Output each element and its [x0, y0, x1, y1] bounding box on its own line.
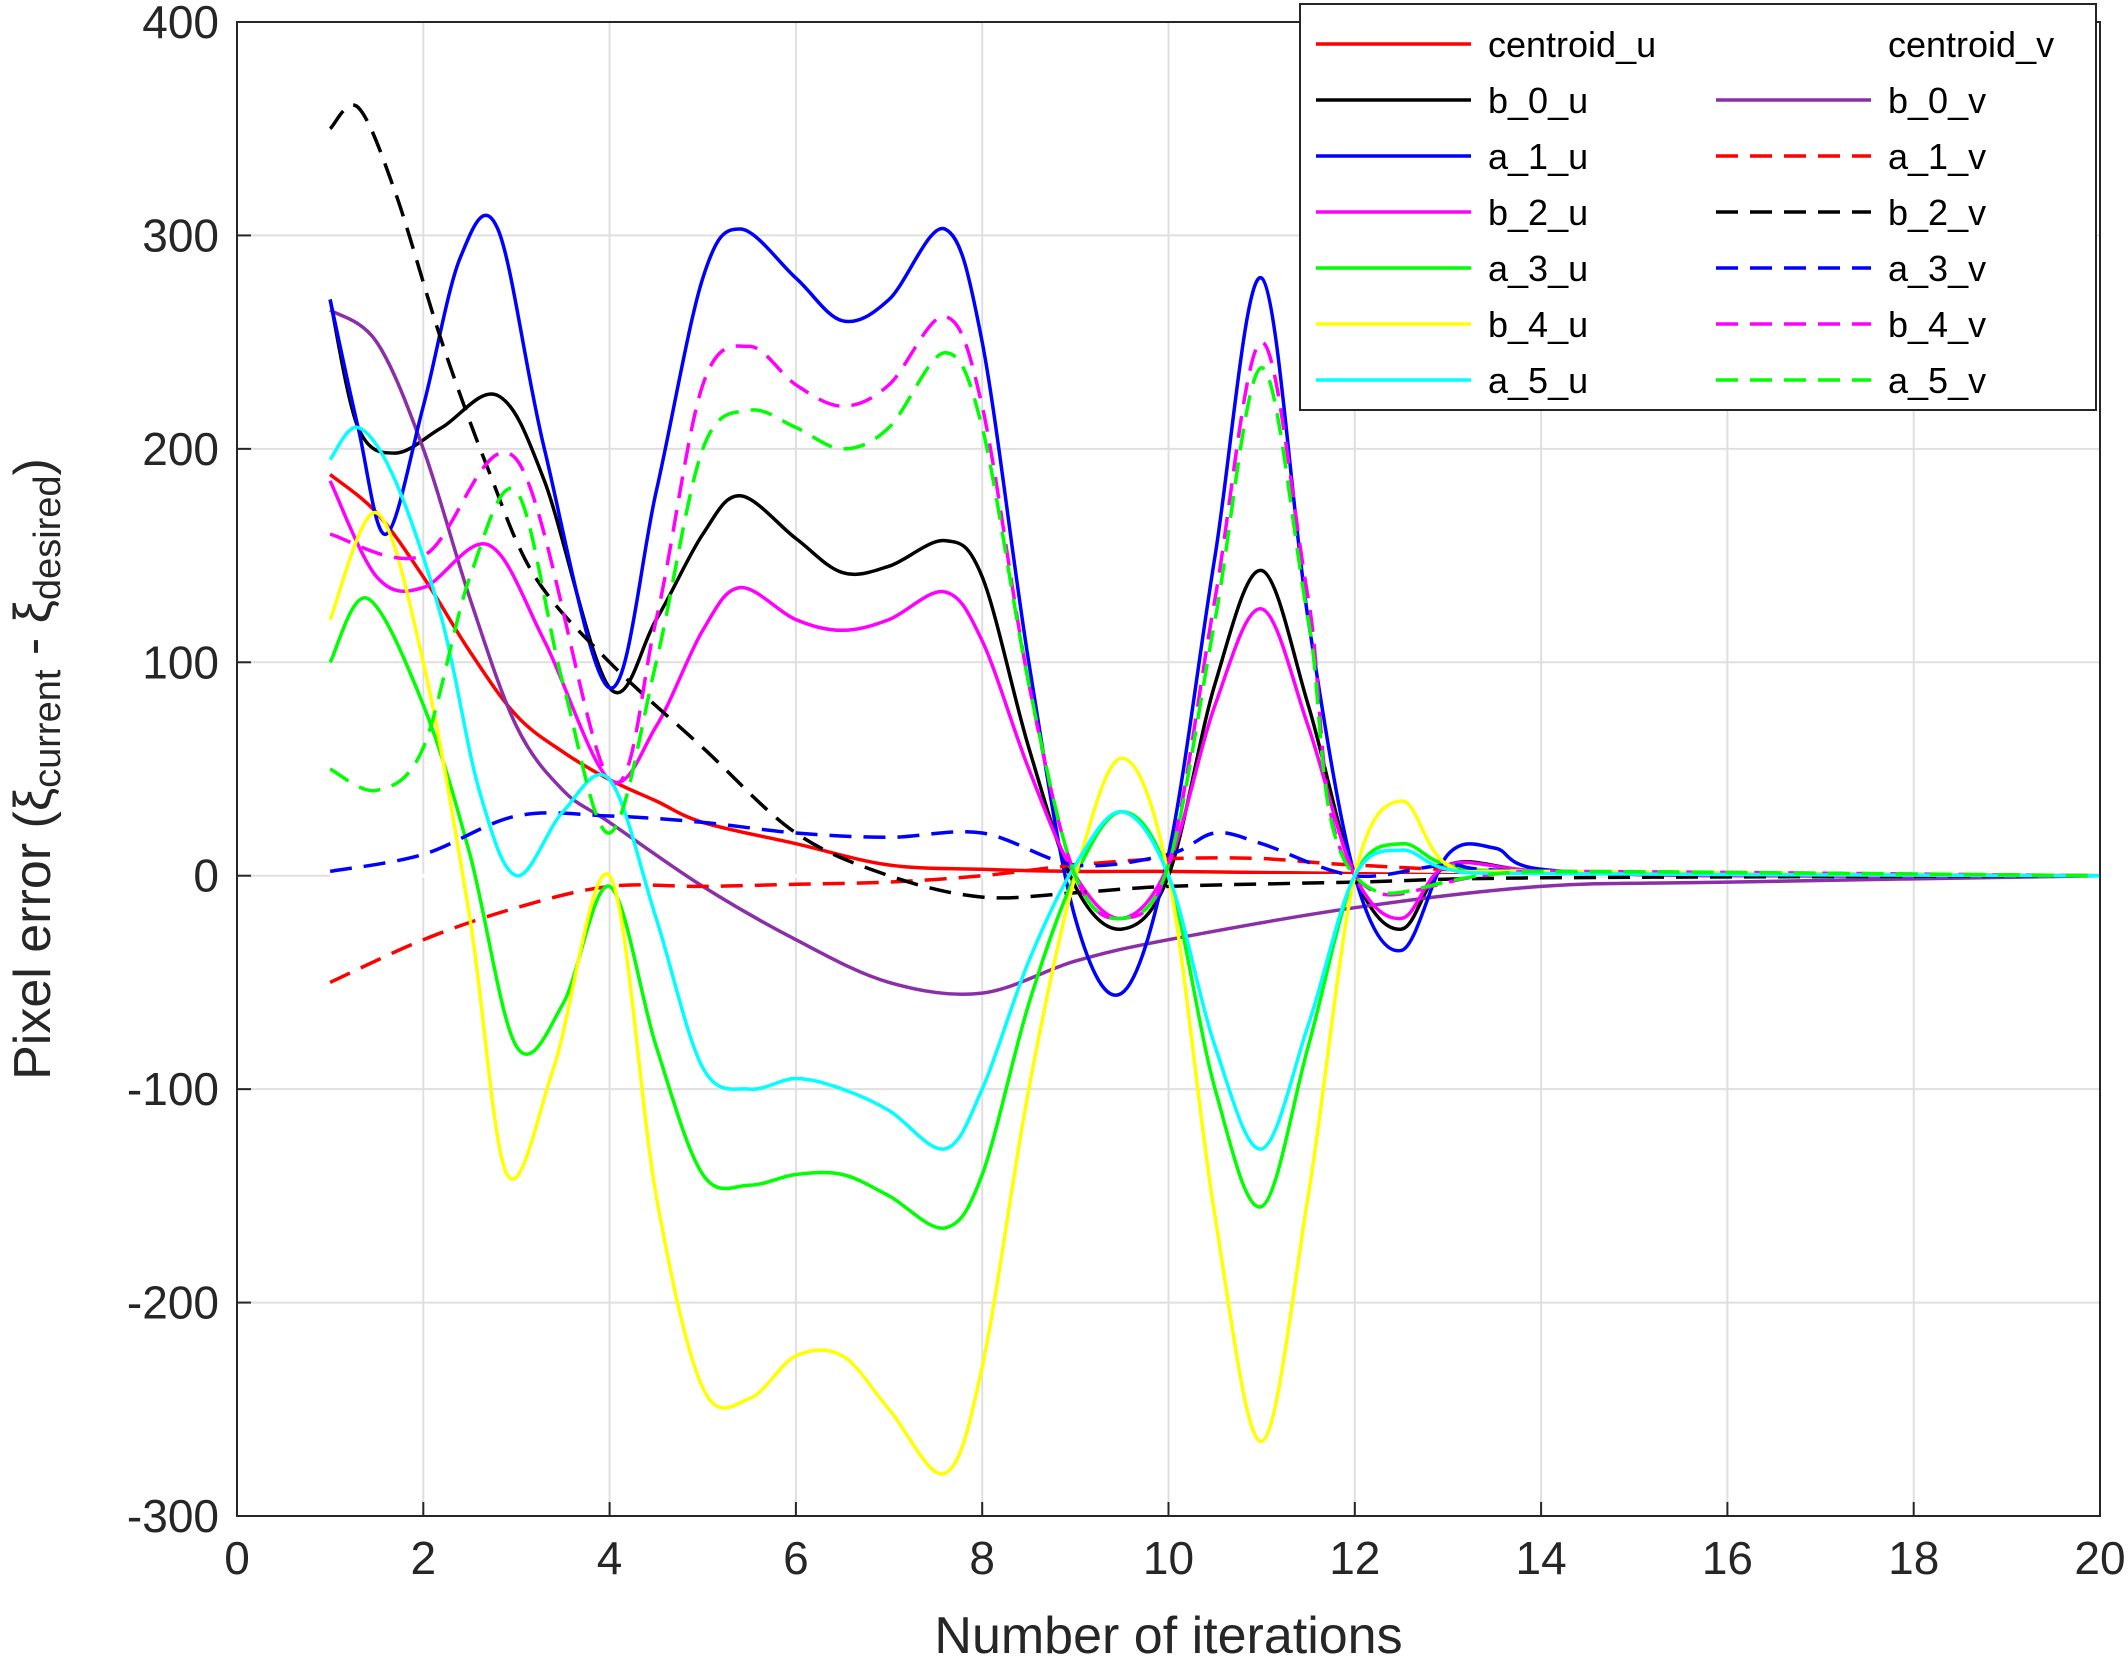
y-axis-label: Pixel error (ξcurrent - ξdesired)	[4, 458, 69, 1080]
y-axis-label-sub-current: current	[27, 669, 69, 788]
legend-label-centroid_u: centroid_u	[1488, 24, 1656, 65]
x-tick-label: 10	[1143, 1532, 1194, 1584]
y-axis-label-sub-desired: desired	[27, 475, 69, 600]
y-tick-label: 0	[193, 850, 219, 902]
y-tick-label: -200	[127, 1277, 219, 1329]
x-tick-label: 16	[1702, 1532, 1753, 1584]
y-axis-ticks: 400 300 200 100 0 -100 -200 -300	[127, 0, 251, 1542]
legend-label-a_1_v: a_1_v	[1888, 136, 1986, 177]
legend-label-b_4_u: b_4_u	[1488, 304, 1588, 345]
x-tick-label: 0	[224, 1532, 250, 1584]
legend-label-b_2_v: b_2_v	[1888, 192, 1986, 233]
series-line-a_5_v	[329, 351, 2101, 921]
legend-label-b_4_v: b_4_v	[1888, 304, 1986, 345]
x-tick-label: 14	[1516, 1532, 1567, 1584]
x-tick-label: 6	[783, 1532, 809, 1584]
x-tick-label: 18	[1888, 1532, 1939, 1584]
series-line-b_4_u	[328, 511, 2101, 1476]
legend-label-b_0_v: b_0_v	[1888, 80, 1986, 121]
y-tick-label: 200	[142, 423, 219, 475]
legend-label-a_3_v: a_3_v	[1888, 248, 1986, 289]
y-tick-label: 300	[142, 209, 219, 261]
legend-label-centroid_v: centroid_v	[1888, 24, 2054, 65]
y-axis-label-xi-desired: ξ	[4, 600, 62, 623]
x-tick-label: 4	[597, 1532, 623, 1584]
y-tick-label: -300	[127, 1490, 219, 1542]
x-tick-label: 12	[1329, 1532, 1380, 1584]
series-line-a_5_u	[328, 425, 2101, 1151]
x-tick-label: 20	[2074, 1532, 2125, 1584]
legend-label-a_3_u: a_3_u	[1488, 248, 1588, 289]
y-tick-label: -100	[127, 1063, 219, 1115]
legend: centroid_u centroid_v b_0_u b_0_v a_1_u a_1_v…	[1299, 3, 2097, 411]
series-line-a_1_u	[328, 213, 2101, 997]
x-tick-label: 8	[969, 1532, 995, 1584]
y-axis-label-suffix: )	[4, 458, 62, 475]
legend-label-a_5_u: a_5_u	[1488, 360, 1588, 401]
x-axis-label: Number of iterations	[934, 1607, 1402, 1665]
legend-label-a_1_u: a_1_u	[1488, 136, 1588, 177]
plot-area	[328, 103, 2101, 1476]
x-tick-label: 2	[411, 1532, 437, 1584]
legend-label-b_2_u: b_2_u	[1488, 192, 1588, 233]
series-line-a_1_v	[329, 856, 2101, 984]
series-line-b_0_v	[329, 308, 2101, 996]
y-tick-label: 400	[142, 0, 219, 48]
x-axis-ticks: 0 2 4 6 8 10 12 14 16 18 20	[224, 1502, 2126, 1584]
series-line-a_3_u	[328, 596, 2101, 1230]
series-line-b_0_u	[328, 299, 2101, 931]
y-axis-label-minus: -	[4, 623, 62, 669]
y-axis-label-prefix: Pixel error (	[4, 810, 62, 1079]
legend-label-a_5_v: a_5_v	[1888, 360, 1986, 401]
legend-label-b_0_u: b_0_u	[1488, 80, 1588, 121]
y-axis-label-xi-current: ξ	[4, 788, 62, 811]
y-tick-label: 100	[142, 636, 219, 688]
series-line-b_2_v	[328, 103, 2101, 900]
legend-box	[1299, 3, 2097, 411]
